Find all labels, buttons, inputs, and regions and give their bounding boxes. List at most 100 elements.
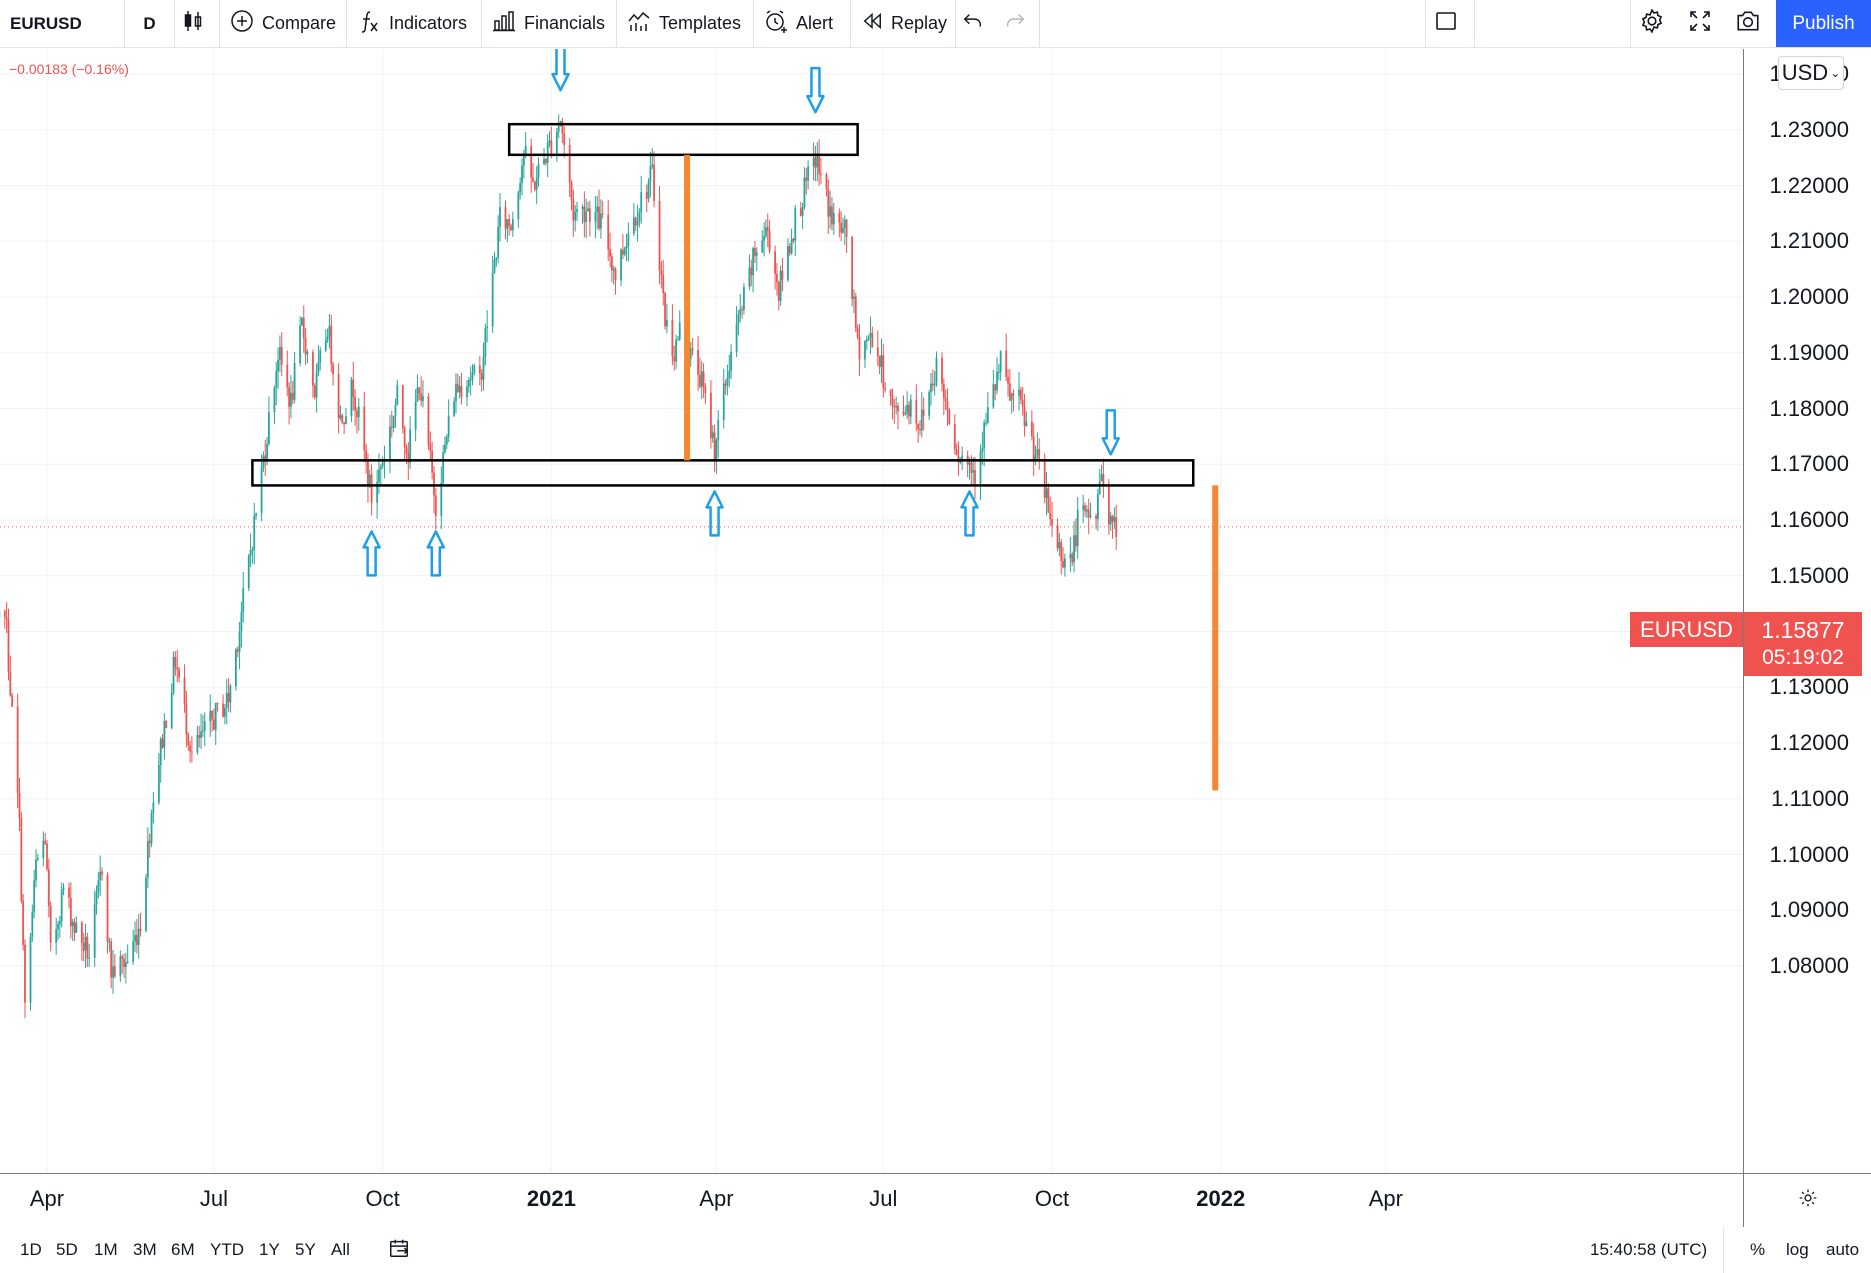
candle-body — [572, 199, 575, 221]
candle — [594, 196, 597, 239]
range-button-5y[interactable]: 5Y — [295, 1240, 316, 1259]
candle — [532, 163, 534, 183]
range-button-1y[interactable]: 1Y — [259, 1240, 280, 1259]
candle-body — [871, 332, 874, 348]
candle — [1113, 507, 1116, 530]
range-button-6m[interactable]: 6M — [171, 1240, 195, 1259]
candle-body — [522, 154, 525, 166]
candle — [755, 247, 758, 272]
candle-body — [1005, 350, 1008, 377]
candle — [510, 223, 512, 231]
log-scale-toggle[interactable]: log — [1786, 1240, 1809, 1259]
candle-body — [909, 399, 912, 417]
candle — [843, 215, 846, 246]
candle-body — [825, 174, 828, 189]
candle-body — [1010, 393, 1013, 401]
candle-body — [319, 350, 322, 363]
candle — [1043, 453, 1046, 504]
chart-type-button[interactable] — [175, 0, 220, 47]
candle — [891, 388, 894, 420]
currency-selector[interactable]: USD ⌄ — [1778, 56, 1844, 90]
candle — [486, 310, 489, 343]
auto-scale-toggle[interactable]: auto — [1826, 1240, 1860, 1259]
candle — [95, 885, 98, 915]
templates-icon — [627, 9, 659, 38]
candle — [47, 858, 50, 918]
candle-body — [185, 703, 188, 735]
settings-button[interactable] — [1630, 0, 1680, 47]
range-button-1d[interactable]: 1D — [20, 1240, 42, 1259]
interval-button[interactable]: D — [125, 0, 175, 47]
goto-date-button[interactable] — [388, 1227, 410, 1273]
candle-body — [290, 392, 292, 407]
candle-body — [1076, 509, 1079, 547]
candle — [1034, 445, 1037, 466]
candle-body — [805, 177, 808, 181]
candle-body — [620, 249, 622, 281]
bottom-toolbar: 1D 5D 1M 3M 6M YTD 1Y 5Y All 15:40:58 (UTC) % lo… — [0, 1227, 1871, 1273]
candle — [671, 304, 674, 366]
candle-body — [876, 347, 879, 357]
percent-scale-toggle[interactable]: % — [1750, 1240, 1766, 1259]
time-scale[interactable]: Apr Jul Oct 2021 Apr Jul Oct 2022 Apr — [0, 1173, 1743, 1227]
candle — [561, 117, 564, 144]
candle-body — [583, 206, 586, 222]
range-button-all[interactable]: All — [331, 1240, 350, 1259]
candle — [572, 189, 575, 237]
candle-body — [356, 411, 358, 418]
candle-body — [280, 346, 283, 365]
candle-body — [570, 182, 573, 200]
candle-body — [931, 383, 934, 386]
candle — [418, 386, 421, 401]
candle — [354, 389, 357, 426]
range-button-5d[interactable]: 5D — [56, 1240, 78, 1259]
candle-body — [447, 415, 450, 437]
compare-button[interactable]: Compare — [220, 0, 347, 47]
templates-button[interactable]: Templates — [617, 0, 754, 47]
candle-body — [291, 392, 294, 400]
candle — [920, 391, 923, 438]
snapshot-button[interactable] — [1728, 0, 1776, 47]
candle — [433, 466, 435, 514]
undo-button[interactable] — [956, 0, 998, 47]
alert-button[interactable]: Alert — [754, 0, 851, 47]
candle — [341, 413, 344, 425]
financials-button[interactable]: Financials — [482, 0, 617, 47]
candle — [242, 571, 245, 623]
range-button-ytd[interactable]: YTD — [210, 1240, 244, 1259]
candle-body — [1032, 436, 1035, 462]
candle — [370, 464, 373, 516]
candle — [715, 437, 718, 475]
candle-body — [563, 133, 566, 146]
time-tick-label: Apr — [1368, 1186, 1403, 1211]
candle — [356, 407, 358, 434]
price-scale[interactable]: 1.240001.230001.220001.210001.200001.190… — [1743, 49, 1871, 1173]
candle-body — [906, 404, 909, 414]
candle — [909, 394, 912, 425]
indicators-button[interactable]: Indicators — [347, 0, 482, 47]
candle-body — [389, 426, 391, 460]
publish-button[interactable]: Publish — [1776, 0, 1871, 47]
candle — [279, 335, 281, 373]
candle-body — [702, 371, 705, 387]
symbol-search-button[interactable]: EURUSD — [0, 0, 125, 47]
chart-pane[interactable] — [0, 49, 1743, 1173]
currency-label: USD — [1781, 60, 1829, 85]
candle-body — [275, 371, 278, 388]
range-button-1m[interactable]: 1M — [94, 1240, 118, 1259]
chart-settings-corner[interactable] — [1743, 1173, 1871, 1227]
candle-body — [152, 802, 155, 814]
range-button-3m[interactable]: 3M — [133, 1240, 157, 1259]
candle-body — [165, 720, 168, 729]
redo-button[interactable] — [998, 0, 1040, 47]
candle — [183, 664, 186, 713]
replay-button[interactable]: Replay — [851, 0, 956, 47]
candle — [867, 334, 870, 342]
fullscreen-button[interactable] — [1680, 0, 1728, 47]
utc-clock[interactable]: 15:40:58 (UTC) — [1590, 1227, 1725, 1273]
candle — [533, 180, 536, 192]
price-chart[interactable] — [0, 49, 1743, 1173]
compare-label: Compare — [262, 13, 337, 33]
layout-button[interactable] — [1425, 0, 1475, 47]
candle-body — [537, 164, 540, 178]
